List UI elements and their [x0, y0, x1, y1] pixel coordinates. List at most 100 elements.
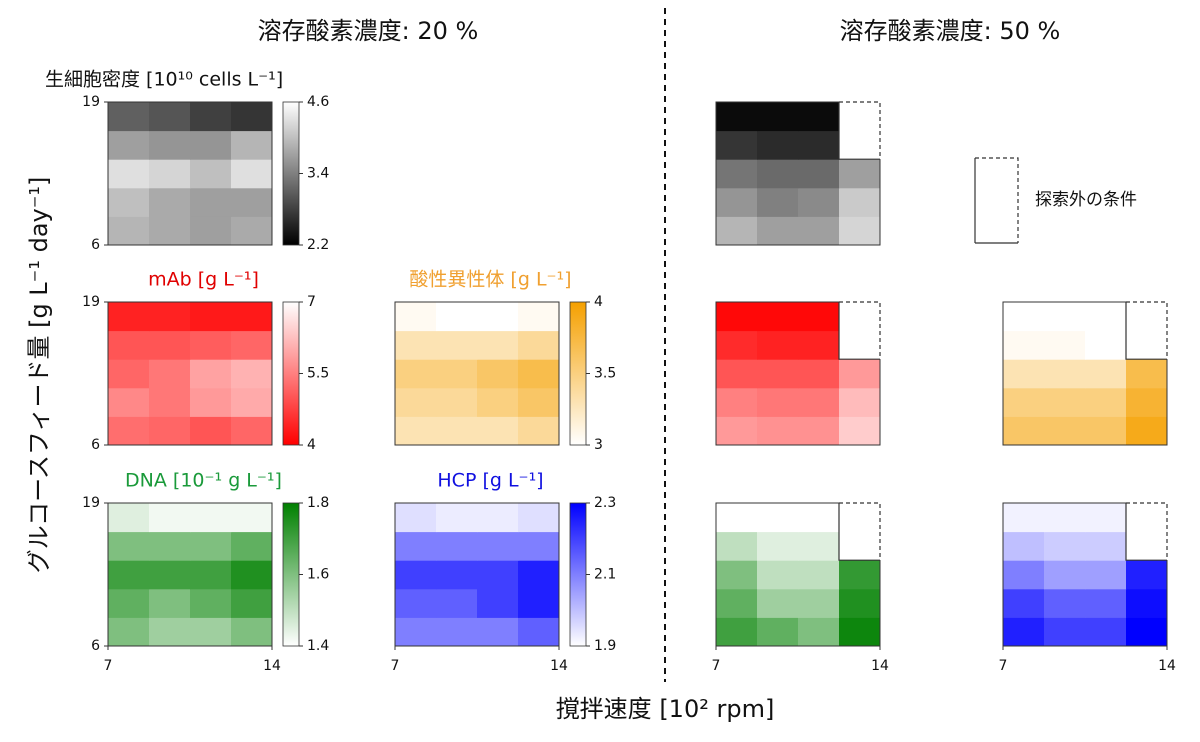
heatmap-cell: [108, 617, 150, 647]
heatmap-cell: [149, 560, 191, 590]
excluded-edge: [1126, 502, 1168, 561]
colorbar-tick-label: 2.2: [307, 237, 329, 253]
heatmap-cell: [395, 387, 437, 417]
colorbar-tick-label: 1.4: [307, 638, 329, 654]
heatmap-cell: [395, 588, 437, 618]
heatmap-cell: [1126, 617, 1168, 647]
heatmap-cell: [190, 216, 232, 246]
excluded-edge: [839, 101, 881, 160]
heatmap-cell: [757, 416, 799, 446]
heatmap-cell: [149, 531, 191, 561]
heatmap-cell: [190, 503, 232, 533]
y-axis-label: グルコースフィード量 [g L⁻¹ day⁻¹]: [25, 177, 53, 574]
heatmap-cell: [1085, 560, 1127, 590]
heatmap-cell: [757, 216, 799, 246]
y-tick-label: 6: [91, 237, 100, 253]
plot-frame: [107, 101, 273, 246]
heatmap-cell: [231, 560, 273, 590]
excluded-edge: [1125, 302, 1167, 360]
heatmap-cell: [477, 416, 519, 446]
heatmap-cell: [149, 588, 191, 618]
heatmap-cell: [231, 159, 273, 189]
heatmap-cell: [477, 387, 519, 417]
heatmap-cell: [149, 216, 191, 246]
heatmap-cell: [798, 330, 840, 360]
heatmap-cell: [757, 588, 799, 618]
heatmap-cell: [1044, 416, 1086, 446]
colorbar-tick-label: 3: [594, 437, 603, 453]
heatmap-cell: [716, 359, 758, 389]
heatmap-cell: [1003, 330, 1045, 360]
y-tick-label: 6: [91, 638, 100, 654]
heatmap-cell: [1126, 416, 1168, 446]
heatmap-cell: [108, 560, 150, 590]
heatmap-cell: [1044, 617, 1086, 647]
heatmap-cell: [190, 617, 232, 647]
heatmap-cell: [395, 416, 437, 446]
heatmap-cell: [518, 531, 560, 561]
heatmap-cell: [757, 503, 799, 533]
heatmap-cell: [108, 359, 150, 389]
heatmap-cell: [436, 531, 478, 561]
heatmap-cell: [716, 102, 758, 132]
colorbar-tick-label: 3.4: [307, 166, 329, 182]
y-tick-label: 19: [82, 294, 100, 310]
heatmap-cell: [395, 531, 437, 561]
heatmap-cell: [518, 302, 560, 332]
heatmap-cell: [149, 187, 191, 217]
heatmap-cell: [1044, 330, 1086, 360]
heatmap-cell: [231, 387, 273, 417]
heatmap-cell: [798, 560, 840, 590]
y-tick-label: 6: [91, 437, 100, 453]
heatmap-cell: [190, 416, 232, 446]
excluded-edge: [1002, 301, 1168, 446]
heatmap-cell: [716, 187, 758, 217]
heatmap-cell: [1044, 387, 1086, 417]
heatmap-cell: [436, 359, 478, 389]
heatmap-cell: [1085, 387, 1127, 417]
x-tick-label: 14: [1158, 658, 1176, 674]
heatmap-cell: [1003, 302, 1045, 332]
excluded-edge: [839, 301, 881, 360]
heatmap-cell: [436, 416, 478, 446]
heatmap-cell: [477, 560, 519, 590]
heatmap-cell: [108, 187, 150, 217]
x-tick-label: 14: [871, 658, 889, 674]
colorbar-tick-label: 1.9: [594, 638, 616, 654]
heatmap-cell: [190, 531, 232, 561]
heatmap-cell: [1085, 330, 1127, 360]
colorbar-tick-label: 2.3: [594, 495, 616, 511]
heatmap-cell: [798, 159, 840, 189]
y-tick-label: 19: [82, 495, 100, 511]
heatmap-cell: [716, 416, 758, 446]
heatmap-cell: [798, 216, 840, 246]
legend-edge: [975, 157, 1019, 243]
colorbar: [569, 502, 587, 647]
plot-frame: [394, 301, 560, 446]
x-tick-label: 7: [999, 658, 1008, 674]
colorbar-tick-label: 4: [307, 437, 316, 453]
heatmap-cell: [716, 130, 758, 160]
heatmap-cell: [716, 159, 758, 189]
heatmap-cell: [1085, 531, 1127, 561]
heatmap-cell: [395, 503, 437, 533]
heatmap-cell: [798, 531, 840, 561]
heatmap-cell: [477, 503, 519, 533]
heatmap-cell: [231, 617, 273, 647]
heatmap-cell: [839, 560, 881, 590]
heatmap-cell: [1003, 359, 1045, 389]
heatmap-cell: [149, 130, 191, 160]
heatmap-cell: [231, 531, 273, 561]
heatmap-cell: [757, 187, 799, 217]
heatmap-cell: [798, 617, 840, 647]
heatmap-cell: [477, 617, 519, 647]
heatmap-cell: [436, 617, 478, 647]
heatmap-cell: [395, 560, 437, 590]
x-tick-label: 14: [263, 658, 281, 674]
x-tick-label: 7: [391, 658, 400, 674]
heatmap-cell: [231, 588, 273, 618]
heatmap-cell: [518, 617, 560, 647]
legend-label: 探索外の条件: [1035, 190, 1137, 210]
heatmap-cell: [190, 302, 232, 332]
heatmap-cell: [798, 187, 840, 217]
